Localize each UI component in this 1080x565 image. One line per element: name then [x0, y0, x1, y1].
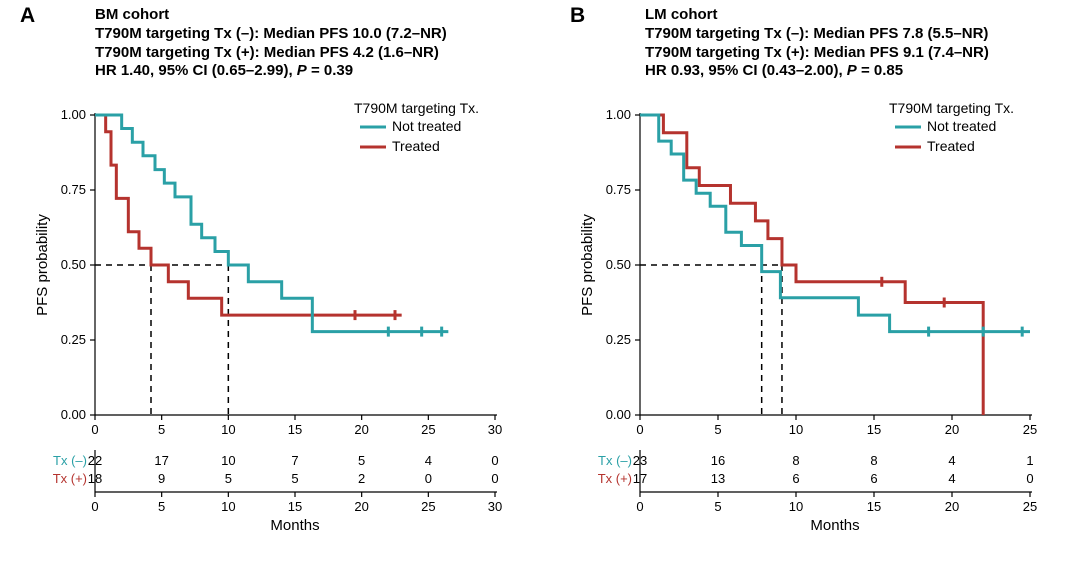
km-curve-treated: [95, 115, 402, 315]
svg-text:5: 5: [158, 499, 165, 514]
svg-text:20: 20: [945, 422, 959, 437]
svg-text:10: 10: [221, 422, 235, 437]
panel-b: B LM cohortT790M targeting Tx (–): Media…: [550, 0, 1080, 565]
svg-text:10: 10: [789, 499, 803, 514]
svg-text:4: 4: [425, 453, 432, 468]
svg-text:0.50: 0.50: [606, 257, 631, 272]
svg-text:Tx (+): Tx (+): [598, 471, 632, 486]
panel-a: A BM cohortT790M targeting Tx (–): Media…: [0, 0, 550, 565]
svg-text:4: 4: [948, 471, 955, 486]
svg-text:0.50: 0.50: [61, 257, 86, 272]
svg-text:T790M targeting Tx.: T790M targeting Tx.: [354, 100, 479, 116]
svg-text:9: 9: [158, 471, 165, 486]
svg-text:0.00: 0.00: [61, 407, 86, 422]
svg-text:5: 5: [291, 471, 298, 486]
svg-text:30: 30: [488, 422, 502, 437]
svg-text:22: 22: [88, 453, 102, 468]
svg-text:0.25: 0.25: [606, 332, 631, 347]
svg-text:T790M targeting Tx.: T790M targeting Tx.: [889, 100, 1014, 116]
svg-text:17: 17: [154, 453, 168, 468]
panel-a-plot: 0.000.250.500.751.00051015202530PFS prob…: [0, 0, 550, 565]
svg-text:20: 20: [354, 422, 368, 437]
svg-text:10: 10: [221, 499, 235, 514]
svg-text:10: 10: [221, 453, 235, 468]
svg-text:1.00: 1.00: [606, 107, 631, 122]
svg-text:2: 2: [358, 471, 365, 486]
svg-text:1.00: 1.00: [61, 107, 86, 122]
svg-text:13: 13: [711, 471, 725, 486]
svg-text:0.25: 0.25: [61, 332, 86, 347]
svg-text:0: 0: [91, 422, 98, 437]
svg-text:20: 20: [945, 499, 959, 514]
svg-text:Months: Months: [810, 517, 859, 534]
svg-text:16: 16: [711, 453, 725, 468]
svg-text:Months: Months: [270, 517, 319, 534]
svg-text:0: 0: [636, 422, 643, 437]
svg-text:Not treated: Not treated: [927, 118, 996, 134]
svg-text:15: 15: [867, 499, 881, 514]
panel-b-plot: 0.000.250.500.751.000510152025PFS probab…: [550, 0, 1080, 565]
svg-text:0: 0: [1026, 471, 1033, 486]
svg-text:0.75: 0.75: [61, 182, 86, 197]
svg-text:6: 6: [870, 471, 877, 486]
km-curve-treated: [640, 115, 983, 415]
svg-text:0: 0: [425, 471, 432, 486]
svg-text:25: 25: [421, 499, 435, 514]
svg-text:5: 5: [158, 422, 165, 437]
svg-text:15: 15: [288, 499, 302, 514]
svg-text:5: 5: [714, 499, 721, 514]
svg-text:1: 1: [1026, 453, 1033, 468]
svg-text:4: 4: [948, 453, 955, 468]
svg-text:5: 5: [714, 422, 721, 437]
svg-text:0: 0: [491, 453, 498, 468]
svg-text:Treated: Treated: [392, 138, 440, 154]
svg-text:0.00: 0.00: [606, 407, 631, 422]
svg-text:18: 18: [88, 471, 102, 486]
svg-text:25: 25: [1023, 499, 1037, 514]
svg-text:15: 15: [867, 422, 881, 437]
svg-text:30: 30: [488, 499, 502, 514]
svg-text:8: 8: [792, 453, 799, 468]
svg-text:6: 6: [792, 471, 799, 486]
svg-text:5: 5: [225, 471, 232, 486]
svg-text:Not treated: Not treated: [392, 118, 461, 134]
svg-text:Tx (+): Tx (+): [53, 471, 87, 486]
svg-text:PFS probability: PFS probability: [34, 214, 51, 316]
svg-text:25: 25: [1023, 422, 1037, 437]
svg-text:17: 17: [633, 471, 647, 486]
svg-text:23: 23: [633, 453, 647, 468]
svg-text:0: 0: [636, 499, 643, 514]
svg-text:7: 7: [291, 453, 298, 468]
svg-text:10: 10: [789, 422, 803, 437]
svg-text:15: 15: [288, 422, 302, 437]
svg-text:5: 5: [358, 453, 365, 468]
svg-text:0: 0: [91, 499, 98, 514]
svg-text:Treated: Treated: [927, 138, 975, 154]
svg-text:0.75: 0.75: [606, 182, 631, 197]
svg-text:20: 20: [354, 499, 368, 514]
svg-text:25: 25: [421, 422, 435, 437]
svg-text:PFS probability: PFS probability: [579, 214, 596, 316]
figure: A BM cohortT790M targeting Tx (–): Media…: [0, 0, 1080, 565]
svg-text:8: 8: [870, 453, 877, 468]
svg-text:0: 0: [491, 471, 498, 486]
svg-text:Tx (–): Tx (–): [53, 453, 87, 468]
svg-text:Tx (–): Tx (–): [598, 453, 632, 468]
